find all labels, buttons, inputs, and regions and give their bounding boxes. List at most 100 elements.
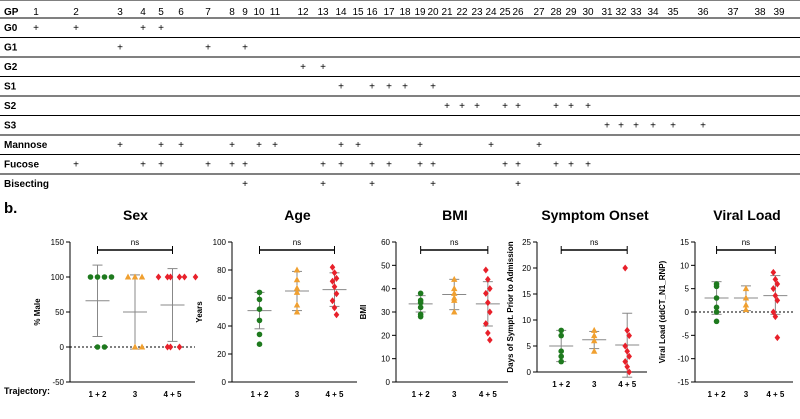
gp-number-27: 27 bbox=[533, 7, 545, 18]
row-mark: + bbox=[502, 101, 508, 112]
y-axis-label: Viral Load (ddCT_N1_RNP) bbox=[658, 260, 667, 363]
row-mark: + bbox=[300, 62, 306, 73]
data-point-circle bbox=[94, 344, 101, 350]
data-point-diamond bbox=[333, 311, 340, 319]
row-mark: + bbox=[256, 140, 262, 151]
significance-label: ns bbox=[742, 238, 750, 247]
row-mark: + bbox=[242, 43, 248, 54]
gp-number-37: 37 bbox=[727, 7, 739, 18]
row-mark: + bbox=[670, 121, 676, 132]
y-axis-label: BMI bbox=[359, 305, 368, 320]
data-point-circle bbox=[558, 358, 564, 365]
x-tick-label: 1 + 2 bbox=[250, 390, 269, 399]
gp-number-12: 12 bbox=[297, 7, 309, 18]
gp-number-10: 10 bbox=[253, 7, 265, 18]
row-mark: + bbox=[459, 101, 465, 112]
data-point-diamond bbox=[487, 336, 493, 344]
gp-number-17: 17 bbox=[383, 7, 395, 18]
x-tick-label: 4 + 5 bbox=[163, 390, 182, 399]
gp-number-22: 22 bbox=[456, 7, 468, 18]
data-point-diamond bbox=[624, 347, 630, 355]
gp-number-11: 11 bbox=[270, 7, 281, 18]
data-point-diamond bbox=[485, 329, 491, 337]
gp-number-20: 20 bbox=[427, 7, 439, 18]
row-mark: + bbox=[229, 160, 235, 171]
x-tick-label: 1 + 2 bbox=[412, 390, 431, 399]
y-axis-label: Years bbox=[195, 301, 204, 323]
data-point-circle bbox=[558, 332, 564, 339]
gp-number-39: 39 bbox=[773, 7, 785, 18]
gp-number-8: 8 bbox=[229, 7, 235, 18]
data-point-diamond bbox=[624, 326, 630, 334]
significance-label: ns bbox=[131, 238, 139, 247]
chart-symptom-onset: Symptom Onset 0 5 10 15 20 25 Days of Sympt. Pr… bbox=[506, 207, 649, 389]
data-point-circle bbox=[256, 289, 263, 296]
row-mark: + bbox=[73, 23, 79, 34]
data-point-diamond bbox=[774, 296, 781, 304]
y-tick-label: 20 bbox=[522, 264, 531, 273]
gp-number-18: 18 bbox=[399, 7, 411, 18]
data-point-circle bbox=[558, 327, 564, 334]
row-mark: + bbox=[205, 160, 211, 171]
significance-label: ns bbox=[590, 238, 598, 247]
y-tick-label: 5 bbox=[685, 285, 690, 294]
row-mark: + bbox=[585, 101, 591, 112]
data-point-circle bbox=[713, 309, 720, 315]
gp-number-15: 15 bbox=[352, 7, 364, 18]
y-tick-label: 30 bbox=[381, 308, 390, 317]
row-mark: + bbox=[338, 82, 344, 93]
row-mark: + bbox=[650, 121, 656, 132]
row-label-g0: G0 bbox=[4, 23, 18, 34]
row-mark: + bbox=[568, 101, 574, 112]
glycan-table: GP 1 2 3 4 5 6 7 8 9 10 11 12 13 14 15 16 17 18 19 20 21 22 23 2… bbox=[0, 0, 800, 190]
x-tick-label: 3 bbox=[744, 390, 749, 399]
row-mark: + bbox=[272, 140, 278, 151]
y-tick-label: -10 bbox=[677, 355, 689, 364]
chart-title: Viral Load bbox=[713, 207, 780, 223]
chart-title: Symptom Onset bbox=[541, 207, 649, 223]
data-point-diamond bbox=[176, 273, 183, 281]
y-tick-label: 60 bbox=[381, 238, 390, 247]
data-point-triangle bbox=[591, 326, 598, 333]
y-tick-label: 25 bbox=[522, 238, 531, 247]
x-tick-label: 1 + 2 bbox=[708, 390, 727, 399]
row-mark: + bbox=[355, 140, 361, 151]
data-point-circle bbox=[108, 274, 115, 280]
y-tick-label: 50 bbox=[55, 308, 64, 317]
row-mark: + bbox=[553, 101, 559, 112]
significance-label: ns bbox=[293, 238, 301, 247]
row-label-s3: S3 bbox=[4, 121, 17, 132]
row-mark: + bbox=[178, 140, 184, 151]
row-mark: + bbox=[369, 179, 375, 190]
trajectory-label: Trajectory: bbox=[4, 386, 51, 396]
row-mark: + bbox=[604, 121, 610, 132]
y-tick-label: -50 bbox=[52, 378, 64, 387]
data-point-triangle bbox=[138, 273, 146, 280]
data-point-diamond bbox=[624, 363, 630, 371]
data-point-diamond bbox=[155, 273, 162, 281]
y-tick-label: 50 bbox=[381, 261, 390, 270]
y-tick-label: 100 bbox=[51, 273, 65, 282]
data-point-diamond bbox=[329, 297, 336, 305]
y-tick-label: 100 bbox=[213, 238, 227, 247]
chart-title: Sex bbox=[123, 207, 148, 223]
gp-number-21: 21 bbox=[441, 7, 453, 18]
data-point-diamond bbox=[774, 334, 781, 342]
data-point-diamond bbox=[192, 273, 199, 281]
y-tick-label: 0 bbox=[527, 368, 532, 377]
data-point-diamond bbox=[487, 308, 493, 316]
data-point-circle bbox=[101, 344, 108, 350]
y-tick-label: 20 bbox=[217, 350, 226, 359]
x-tick-label: 3 bbox=[133, 390, 138, 399]
row-mark: + bbox=[430, 82, 436, 93]
data-point-circle bbox=[101, 274, 108, 280]
row-mark: + bbox=[369, 160, 375, 171]
data-point-diamond bbox=[164, 343, 171, 351]
data-point-diamond bbox=[772, 275, 779, 283]
data-point-diamond bbox=[622, 264, 628, 272]
row-mark: + bbox=[338, 160, 344, 171]
y-tick-label: 0 bbox=[222, 378, 227, 387]
gp-number-14: 14 bbox=[335, 7, 347, 18]
row-mark: + bbox=[553, 160, 559, 171]
